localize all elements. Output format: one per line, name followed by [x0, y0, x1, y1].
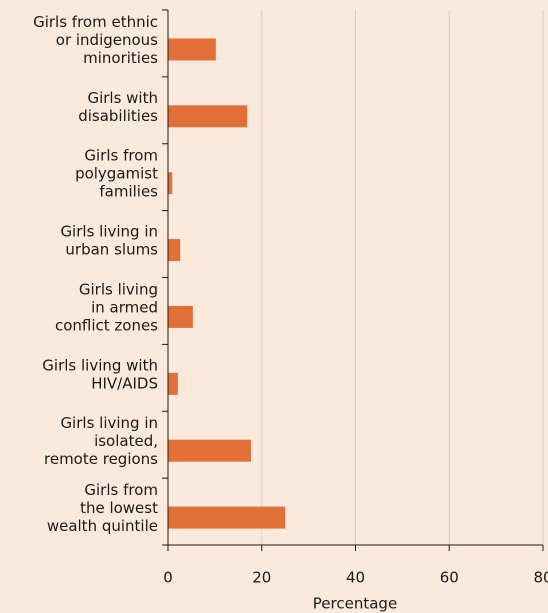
- y-tick-label: or indigenous: [56, 31, 158, 49]
- y-tick-label: conflict zones: [55, 316, 158, 334]
- x-tick-label: 60: [440, 569, 459, 587]
- y-tick-label: wealth quintile: [47, 517, 158, 535]
- y-tick-label: in armed: [91, 298, 158, 316]
- y-tick-label: Girls living: [79, 280, 158, 298]
- y-tick-label: Girls living with: [42, 356, 158, 374]
- bar: [168, 506, 286, 529]
- x-tick-label: 20: [252, 569, 271, 587]
- bar: [168, 372, 178, 395]
- y-tick-label: the lowest: [80, 499, 158, 517]
- x-axis-title: Percentage: [313, 595, 397, 613]
- y-tick-label: Girls from: [84, 147, 158, 165]
- y-tick-label: Girls living in: [60, 414, 158, 432]
- y-tick-label: remote regions: [44, 450, 158, 468]
- bar: [168, 105, 248, 128]
- bar: [168, 38, 216, 61]
- x-tick-label: 80: [533, 569, 548, 587]
- y-tick-label: Girls living in: [60, 223, 158, 241]
- bar: [168, 172, 173, 195]
- y-tick-label: Girls from ethnic: [33, 13, 158, 31]
- y-tick-label: disabilities: [78, 107, 158, 125]
- y-tick-label: polygamist: [75, 165, 158, 183]
- y-tick-label: urban slums: [65, 241, 158, 259]
- bar: [168, 239, 181, 262]
- y-tick-label: HIV/AIDS: [91, 374, 158, 392]
- y-tick-label: isolated,: [94, 432, 158, 450]
- y-tick-label: minorities: [83, 49, 158, 67]
- x-tick-label: 0: [163, 569, 173, 587]
- x-tick-label: 40: [346, 569, 365, 587]
- bar: [168, 439, 251, 462]
- y-tick-label: Girls with: [87, 89, 158, 107]
- y-tick-label: families: [99, 183, 158, 201]
- bar: [168, 305, 193, 328]
- y-tick-label: Girls from: [84, 481, 158, 499]
